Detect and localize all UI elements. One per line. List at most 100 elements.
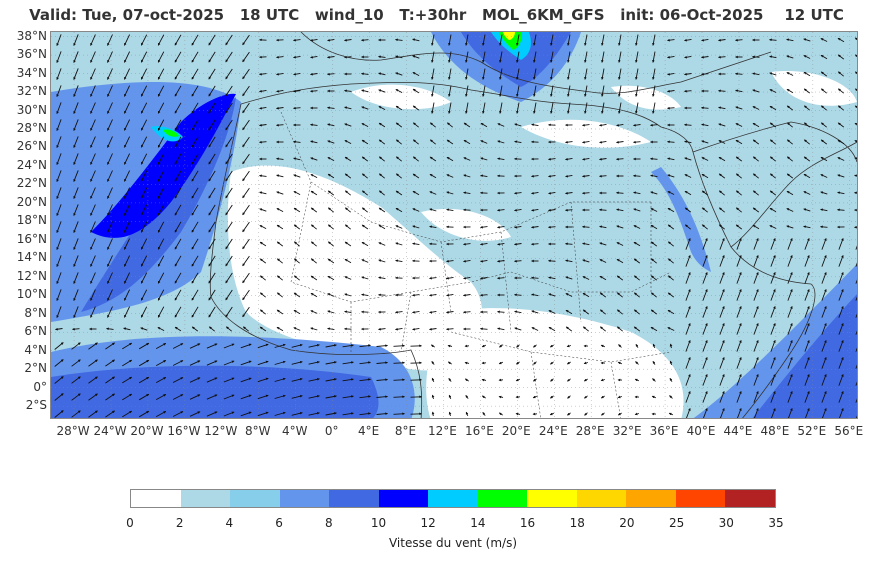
wind-arrow bbox=[72, 327, 80, 331]
wind-arrow bbox=[533, 102, 537, 114]
wind-arrow bbox=[446, 174, 454, 178]
wind-arrow bbox=[804, 390, 810, 403]
wind-arrow bbox=[856, 415, 857, 418]
wind-arrow bbox=[344, 89, 352, 93]
wind-arrow bbox=[584, 51, 588, 63]
latitude-label: 36°N bbox=[16, 47, 47, 62]
wind-arrow bbox=[293, 292, 301, 298]
wind-arrow bbox=[804, 322, 810, 335]
wind-arrow bbox=[599, 242, 607, 246]
wind-arrow bbox=[769, 89, 777, 93]
wind-arrow bbox=[465, 68, 469, 80]
wind-arrow bbox=[206, 343, 218, 349]
wind-arrow bbox=[650, 309, 658, 315]
wind-arrow bbox=[291, 377, 303, 382]
latitude-label: 22°N bbox=[16, 176, 47, 191]
wind-arrow bbox=[633, 275, 640, 281]
wind-arrow bbox=[431, 102, 435, 114]
wind-arrow bbox=[140, 289, 148, 301]
wind-arrow bbox=[191, 119, 199, 131]
wind-arrow bbox=[242, 153, 250, 165]
wind-arrow bbox=[225, 289, 233, 301]
wind-arrow bbox=[191, 204, 199, 216]
longitude-label: 48°E bbox=[760, 424, 790, 438]
wind-arrow bbox=[107, 238, 113, 250]
calm-area-west-africa bbox=[227, 165, 482, 371]
wind-arrow bbox=[90, 153, 96, 165]
wind-arrow bbox=[56, 51, 62, 64]
wind-arrow bbox=[837, 139, 845, 145]
wind-arrow bbox=[667, 106, 675, 110]
wind-arrow bbox=[567, 395, 571, 399]
wind-arrow bbox=[208, 102, 216, 114]
wind-arrow bbox=[429, 122, 436, 128]
wind-arrow bbox=[650, 157, 658, 161]
colorbar-label: Vitesse du vent (m/s) bbox=[388, 536, 518, 550]
wind-arrow bbox=[770, 322, 776, 335]
wind-arrow bbox=[412, 38, 420, 42]
wind-arrow bbox=[497, 123, 505, 127]
wind-arrow bbox=[107, 68, 113, 80]
wind-arrow bbox=[667, 72, 675, 76]
wind-arrow bbox=[854, 225, 857, 229]
wind-arrow bbox=[753, 390, 759, 403]
colorbar-tick-label: 8 bbox=[324, 516, 333, 530]
wind-arrow bbox=[855, 296, 857, 301]
wind-arrow bbox=[327, 275, 335, 281]
wind-arrow bbox=[344, 123, 352, 127]
wind-arrow bbox=[753, 237, 759, 250]
wind-arrow bbox=[240, 343, 252, 349]
wind-arrow bbox=[684, 174, 692, 178]
wind-arrow bbox=[361, 156, 369, 162]
wind-arrow bbox=[616, 191, 624, 195]
wind-arrow bbox=[155, 343, 167, 349]
wind-arrow bbox=[123, 68, 131, 80]
wind-arrow bbox=[242, 34, 250, 46]
wind-arrow bbox=[395, 122, 403, 128]
wind-map[interactable] bbox=[50, 31, 858, 419]
wind-arrow bbox=[684, 89, 692, 93]
wind-arrow bbox=[582, 326, 589, 332]
wind-arrow bbox=[463, 139, 471, 145]
wind-arrow bbox=[582, 259, 590, 263]
wind-arrow bbox=[122, 393, 133, 401]
wind-belt-aegean-royal bbox=[461, 32, 571, 87]
wind-arrow bbox=[293, 309, 301, 315]
wind-arrow bbox=[821, 322, 827, 335]
wind-arrow bbox=[446, 310, 454, 314]
wind-arrow bbox=[820, 54, 828, 60]
wind-arrow bbox=[73, 51, 79, 64]
wind-arrow bbox=[157, 306, 165, 318]
longitude-label: 36°E bbox=[649, 424, 679, 438]
wind-arrow bbox=[293, 140, 301, 144]
wind-arrow bbox=[225, 204, 233, 216]
wind-arrow bbox=[684, 157, 692, 161]
wind-arrow bbox=[310, 241, 317, 247]
wind-arrow bbox=[719, 254, 725, 267]
wind-arrow bbox=[242, 170, 250, 182]
colorbar-tick-label: 0 bbox=[126, 516, 134, 530]
wind-arrow bbox=[240, 377, 252, 383]
wind-arrow bbox=[770, 305, 776, 318]
wind-arrow bbox=[685, 254, 691, 267]
wind-arrow bbox=[376, 344, 388, 348]
wind-arrow bbox=[787, 339, 793, 352]
wind-arrow bbox=[752, 173, 759, 179]
wind-arrow bbox=[616, 292, 623, 298]
wind-arrow bbox=[73, 306, 79, 319]
longitude-label: 16°W bbox=[167, 424, 201, 438]
wind-arrow bbox=[54, 359, 64, 367]
wind-arrow bbox=[310, 123, 318, 127]
wind-arrow bbox=[361, 241, 369, 247]
wind-arrow bbox=[837, 71, 844, 77]
wind-arrow bbox=[191, 68, 199, 80]
latitude-label: 32°N bbox=[16, 84, 47, 99]
wind-arrow bbox=[327, 38, 335, 42]
wind-arrow bbox=[752, 156, 759, 162]
wind-arrow bbox=[157, 85, 165, 97]
wind-arrow bbox=[567, 34, 571, 46]
wind-arrow bbox=[291, 360, 303, 365]
wind-arrow bbox=[667, 55, 675, 59]
longitude-label: 4°E bbox=[357, 424, 380, 438]
wind-arrow bbox=[616, 157, 624, 161]
